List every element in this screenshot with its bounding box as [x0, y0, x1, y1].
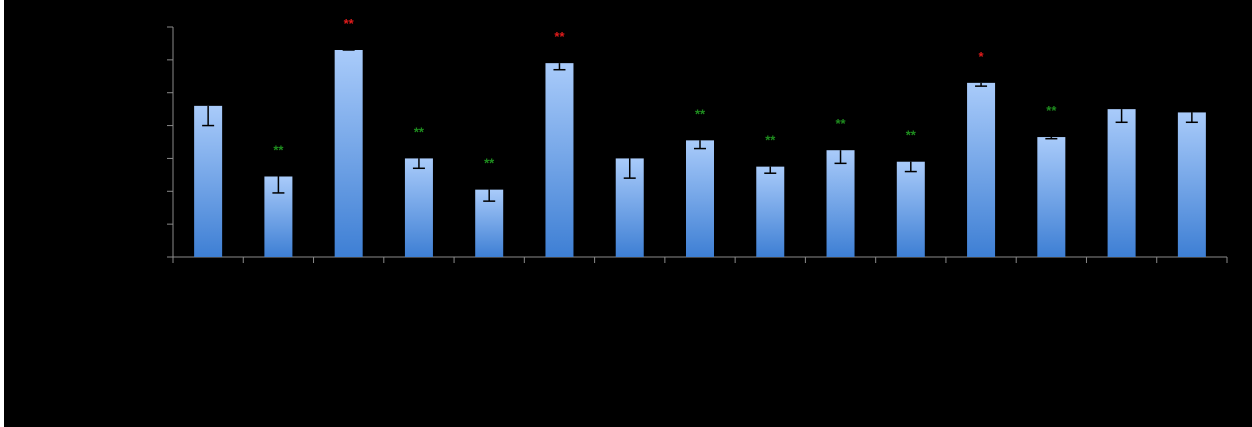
significance-mark-10: ** [835, 116, 846, 131]
error-bar-15 [1185, 112, 1198, 124]
bar-15 [1177, 112, 1206, 257]
significance-mark-2: ** [273, 143, 284, 158]
error-bar-5 [483, 189, 496, 202]
error-bar-8 [694, 140, 706, 150]
significance-mark-11: ** [906, 128, 917, 143]
bar-12 [967, 82, 996, 257]
bar-1 [194, 105, 223, 257]
error-bar-12 [975, 82, 988, 87]
significance-mark-12: * [979, 49, 985, 64]
significance-mark-9: ** [765, 133, 776, 148]
significance-mark-3: ** [344, 16, 355, 31]
bar-4 [404, 158, 433, 257]
significance-mark-5: ** [484, 156, 495, 171]
significance-marks: ********************* [273, 16, 1057, 171]
bar-9 [756, 166, 785, 257]
bar-10 [826, 150, 855, 257]
bar-14 [1107, 109, 1136, 258]
error-bar-7 [623, 158, 636, 179]
significance-mark-13: ** [1046, 103, 1057, 118]
error-bar-14 [1115, 109, 1128, 124]
significance-mark-8: ** [695, 106, 706, 121]
error-bar-4 [412, 158, 425, 170]
error-bar-1 [202, 105, 215, 127]
bars [194, 50, 1206, 258]
significance-mark-4: ** [414, 124, 425, 139]
bar-13 [1037, 137, 1066, 257]
bar-8 [686, 140, 714, 257]
error-bar-2 [272, 176, 285, 194]
error-bar-11 [904, 161, 917, 173]
error-bars [202, 49, 1198, 202]
error-bar-13 [1045, 137, 1058, 140]
significance-mark-6: ** [554, 29, 565, 44]
bar-11 [896, 161, 925, 257]
error-bar-6 [553, 63, 566, 71]
bar-6 [545, 63, 574, 258]
bar-3 [334, 50, 363, 257]
error-bar-10 [834, 150, 847, 165]
error-bar-9 [764, 166, 777, 174]
